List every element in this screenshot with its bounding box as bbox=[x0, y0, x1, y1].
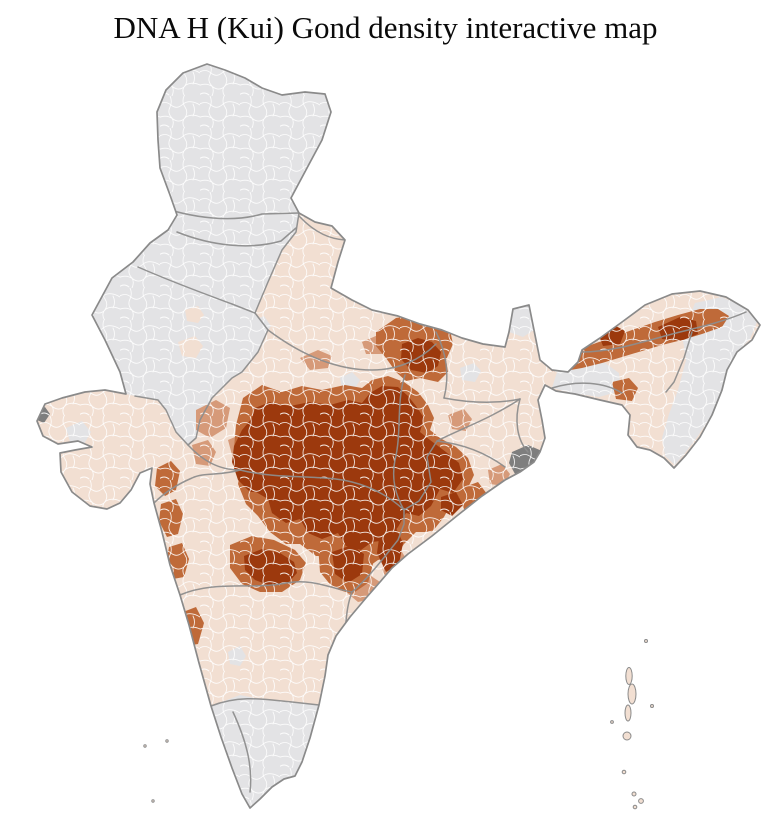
india-outline bbox=[36, 63, 761, 809]
state-border bbox=[179, 509, 405, 596]
island bbox=[632, 804, 638, 810]
state-border bbox=[403, 440, 506, 511]
state-border bbox=[516, 398, 529, 453]
island bbox=[624, 704, 632, 722]
island bbox=[631, 791, 637, 797]
island bbox=[638, 798, 644, 804]
state-border bbox=[665, 331, 693, 393]
state-border bbox=[134, 212, 300, 446]
island bbox=[610, 720, 614, 724]
state-border bbox=[210, 698, 320, 707]
state-border bbox=[176, 227, 297, 247]
island bbox=[622, 731, 632, 741]
state-border bbox=[392, 374, 406, 511]
andaman-nicobar-islands[interactable] bbox=[610, 639, 654, 810]
state-border bbox=[436, 398, 521, 442]
district-medium[interactable] bbox=[420, 592, 441, 615]
island bbox=[621, 769, 627, 775]
island bbox=[143, 744, 147, 748]
state-border bbox=[232, 711, 252, 793]
island bbox=[151, 799, 155, 803]
island bbox=[625, 667, 633, 685]
state-border bbox=[267, 329, 437, 371]
state-border bbox=[137, 266, 256, 314]
state-border bbox=[435, 331, 448, 399]
map-title: DNA H (Kui) Gond density interactive map bbox=[113, 10, 658, 45]
island bbox=[650, 704, 654, 708]
island bbox=[627, 683, 637, 705]
district-low[interactable] bbox=[556, 430, 578, 452]
state-border bbox=[551, 382, 623, 394]
state-border bbox=[298, 215, 346, 241]
state-borders bbox=[134, 203, 747, 793]
state-border bbox=[153, 444, 241, 504]
district-medium[interactable] bbox=[602, 419, 624, 445]
state-border bbox=[239, 469, 405, 511]
lakshadweep-islands[interactable] bbox=[143, 739, 169, 803]
state-border bbox=[443, 397, 521, 404]
state-border bbox=[581, 311, 747, 353]
island bbox=[644, 639, 648, 643]
island bbox=[165, 739, 169, 743]
